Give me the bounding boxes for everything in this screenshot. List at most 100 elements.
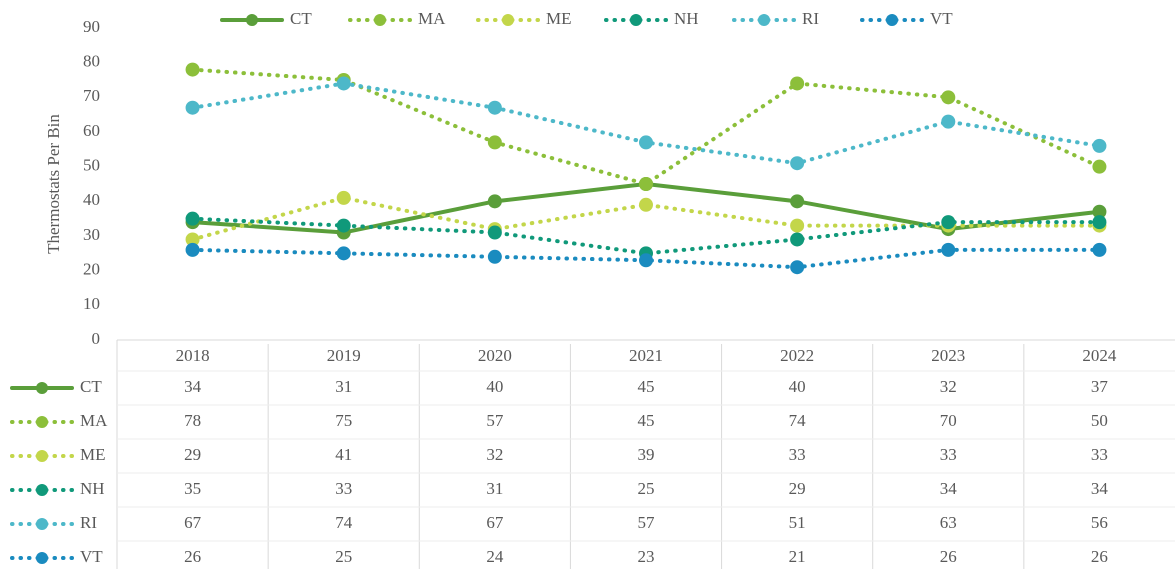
y-tick-label: 40 [83, 190, 100, 209]
point [185, 100, 200, 115]
point [790, 194, 805, 209]
point [790, 260, 805, 275]
table-cell: 39 [638, 445, 655, 464]
table-cell: 37 [1091, 377, 1109, 396]
table-cell: 34 [1091, 479, 1109, 498]
point [336, 246, 351, 261]
legend-label: VT [930, 9, 953, 28]
point [336, 76, 351, 91]
series-line [190, 81, 1102, 166]
point [185, 232, 200, 247]
table-cell: 78 [184, 411, 201, 430]
y-tick-label: 10 [83, 294, 100, 313]
point [336, 190, 351, 205]
table-cell: 41 [335, 445, 352, 464]
point [639, 135, 653, 150]
x-tick-label: 2023 [931, 346, 965, 365]
point [790, 218, 805, 233]
table-cell: 74 [335, 513, 353, 532]
table-cell: 29 [789, 479, 806, 498]
y-tick-label: 50 [83, 156, 100, 175]
table-cell: 57 [486, 411, 504, 430]
y-tick-label: 30 [83, 225, 100, 244]
point [639, 253, 653, 268]
x-tick-label: 2020 [478, 346, 512, 365]
legend-marker [36, 552, 48, 564]
point [487, 249, 502, 264]
point [1092, 215, 1107, 230]
legend-label: ME [546, 9, 572, 28]
table-row-label: RI [80, 513, 97, 532]
point [1092, 242, 1107, 257]
point [639, 197, 653, 212]
table-cell: 33 [335, 479, 352, 498]
table-cell: 32 [940, 377, 957, 396]
legend-marker [36, 450, 48, 462]
table-cell: 26 [1091, 547, 1108, 566]
table-row-label: MA [80, 411, 108, 430]
legend-marker [630, 14, 642, 26]
x-tick-label: 2024 [1082, 346, 1117, 365]
point [790, 156, 805, 171]
table-row-label: VT [80, 547, 103, 566]
table-cell: 25 [335, 547, 352, 566]
table-cell: 67 [486, 513, 504, 532]
point [487, 100, 502, 115]
legend-marker [374, 14, 386, 26]
legend-marker [758, 14, 770, 26]
point [336, 218, 351, 233]
y-tick-label: 70 [83, 86, 100, 105]
point [941, 90, 956, 105]
table-cell: 31 [335, 377, 352, 396]
table-cell: 57 [638, 513, 656, 532]
table-cell: 45 [638, 411, 655, 430]
table-cell: 32 [486, 445, 503, 464]
legend-marker [246, 14, 258, 26]
point [185, 242, 200, 257]
table-cell: 26 [940, 547, 957, 566]
x-tick-label: 2022 [780, 346, 814, 365]
legend-label: MA [418, 9, 446, 28]
point [185, 62, 200, 77]
legend-marker [36, 382, 48, 394]
table-cell: 35 [184, 479, 201, 498]
table-cell: 56 [1091, 513, 1108, 532]
point [790, 232, 805, 247]
point [790, 76, 805, 91]
table-cell: 33 [1091, 445, 1108, 464]
table-cell: 50 [1091, 411, 1108, 430]
table-cell: 26 [184, 547, 201, 566]
point [941, 215, 956, 230]
x-tick-label: 2018 [176, 346, 210, 365]
y-tick-label: 60 [83, 121, 100, 140]
table-cell: 23 [638, 547, 655, 566]
table-cell: 75 [335, 411, 352, 430]
legend-label: RI [802, 9, 819, 28]
legend-marker [36, 518, 48, 530]
table-cell: 51 [789, 513, 806, 532]
point [487, 135, 502, 150]
point [941, 114, 956, 129]
table-row-label: ME [80, 445, 106, 464]
y-tick-label: 90 [83, 17, 100, 36]
legend-marker [36, 416, 48, 428]
table-cell: 21 [789, 547, 806, 566]
legend-marker [502, 14, 514, 26]
table-cell: 24 [486, 547, 504, 566]
table-cell: 34 [940, 479, 958, 498]
table-cell: 67 [184, 513, 202, 532]
legend-marker [36, 484, 48, 496]
table-cell: 33 [940, 445, 957, 464]
table-cell: 40 [789, 377, 806, 396]
table-cell: 74 [789, 411, 807, 430]
x-tick-label: 2019 [327, 346, 361, 365]
point [1092, 159, 1107, 174]
table-cell: 33 [789, 445, 806, 464]
y-axis-label: Thermostats Per Bin [44, 114, 63, 254]
y-tick-label: 0 [92, 329, 101, 348]
table-cell: 25 [638, 479, 655, 498]
table-cell: 45 [638, 377, 655, 396]
legend-label: CT [290, 9, 312, 28]
table-row-label: CT [80, 377, 102, 396]
y-tick-label: 80 [83, 52, 100, 71]
